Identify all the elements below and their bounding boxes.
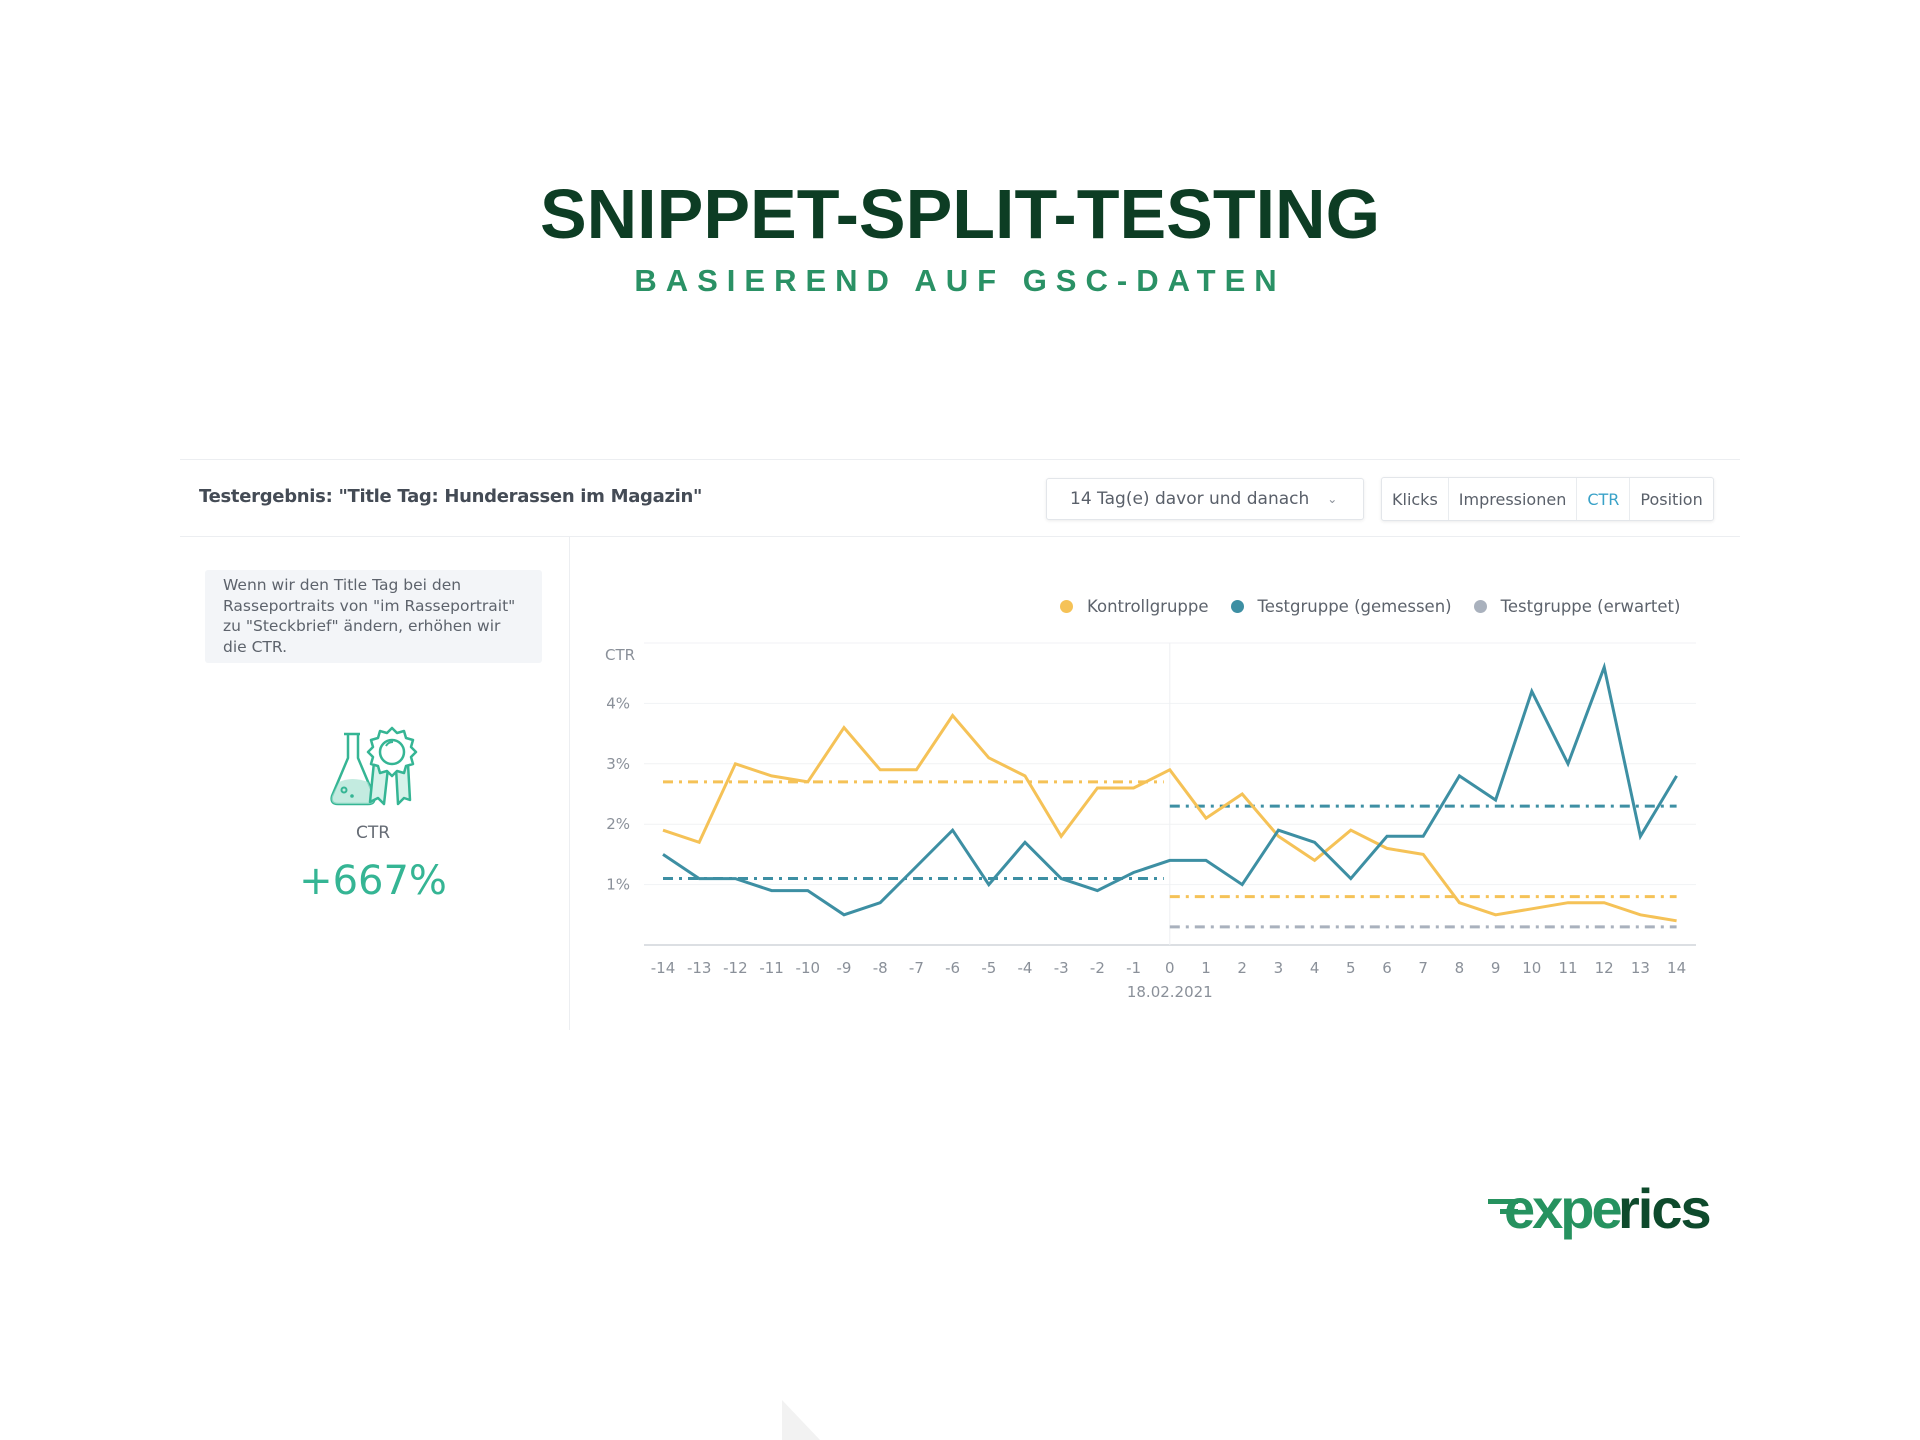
legend-label: Testgruppe (erwartet) [1500,596,1681,616]
corner-decoration [782,1400,820,1440]
panel-divider [569,537,570,1030]
x-tick-label: -6 [945,959,960,977]
legend-label: Testgruppe (gemessen) [1257,596,1452,616]
x-tick-label: -12 [723,959,748,977]
header-top-divider [180,459,1740,460]
page-title: SNIPPET-SPLIT-TESTING [539,175,1381,253]
y-tick-label: 3% [606,755,630,773]
legend-item-kontrollgruppe[interactable]: Kontrollgruppe [1060,597,1209,616]
x-tick-label: 0 [1165,959,1175,977]
x-tick-label: -9 [837,959,852,977]
x-tick-label: 13 [1631,959,1650,977]
metric-tabs: Klicks Impressionen CTR Position [1381,477,1714,521]
tab-ctr-label: CTR [1587,489,1620,509]
legend-dot-icon [1230,599,1244,613]
x-tick-label: 12 [1595,959,1614,977]
legend-label: Kontrollgruppe [1087,596,1209,616]
x-tick-label: 7 [1418,959,1428,977]
x-tick-label: 14 [1667,959,1686,977]
kpi-metric-label: CTR [355,823,391,843]
legend-item-testgruppe-erwartet[interactable]: Testgruppe (erwartet) [1473,596,1681,616]
series-line[interactable] [662,713,1677,923]
x-tick-label: -11 [759,959,784,977]
page-subtitle: BASIEREND AUF GSC-DATEN [634,263,1286,298]
x-tick-label: -2 [1090,959,1105,977]
tab-position-label: Position [1640,489,1703,509]
legend-dot-icon [1060,599,1073,613]
y-tick-label: 2% [606,815,630,833]
tab-position[interactable]: Position [1630,478,1712,520]
experics-logo: expe rics [1486,1177,1742,1252]
y-axis-title: CTR [605,646,635,664]
x-tick-label: -4 [1018,959,1033,977]
y-tick-label: 4% [606,694,630,712]
range-select[interactable]: 14 Tag(e) davor und danach ⌄ [1046,478,1364,520]
x-tick-label: 10 [1522,959,1541,977]
x-tick-label: 9 [1491,959,1501,977]
x-tick-label: 1 [1201,959,1211,977]
range-select-value: 14 Tag(e) davor und danach [1070,489,1310,509]
report-title: Testergebnis: "Title Tag: Hunderassen im… [199,486,703,507]
tab-ctr[interactable]: CTR [1577,478,1631,520]
chevron-down-icon: ⌄ [1327,492,1338,506]
x-tick-label: -13 [687,959,712,977]
split-date-label: 18.02.2021 [1127,983,1213,1001]
tab-impressionen[interactable]: Impressionen [1449,478,1578,520]
x-tick-label: -14 [651,959,676,977]
x-tick-label: -7 [909,959,924,977]
x-tick-label: -5 [981,959,996,977]
legend-dot-icon [1473,599,1487,613]
x-tick-label: 6 [1382,959,1392,977]
y-tick-label: 1% [606,876,630,894]
tab-klicks[interactable]: Klicks [1382,478,1449,520]
header-bottom-divider [180,536,1740,537]
legend-item-testgruppe-gemessen[interactable]: Testgruppe (gemessen) [1230,596,1452,616]
logo-text-b: rics [1618,1182,1710,1240]
x-tick-label: 2 [1237,959,1247,977]
x-tick-label: 11 [1558,959,1577,977]
tab-impressionen-label: Impressionen [1458,489,1567,509]
x-tick-label: 5 [1346,959,1356,977]
x-tick-label: -8 [873,959,888,977]
flask-award-icon [326,726,422,812]
x-tick-label: 4 [1310,959,1320,977]
x-tick-label: 3 [1274,959,1284,977]
x-tick-label: -1 [1126,959,1141,977]
chart-legend: Kontrollgruppe Testgruppe (gemessen) Tes… [1060,594,1680,618]
hypothesis-box: Wenn wir den Title Tag bei den Rasseport… [205,570,542,663]
x-tick-label: -10 [796,959,821,977]
tab-klicks-label: Klicks [1392,489,1438,509]
series-line[interactable] [662,661,1678,917]
logo-text-a: expe [1504,1182,1621,1240]
kpi-metric-value: +667% [299,858,447,904]
x-tick-label: -3 [1054,959,1069,977]
x-tick-label: 8 [1455,959,1465,977]
